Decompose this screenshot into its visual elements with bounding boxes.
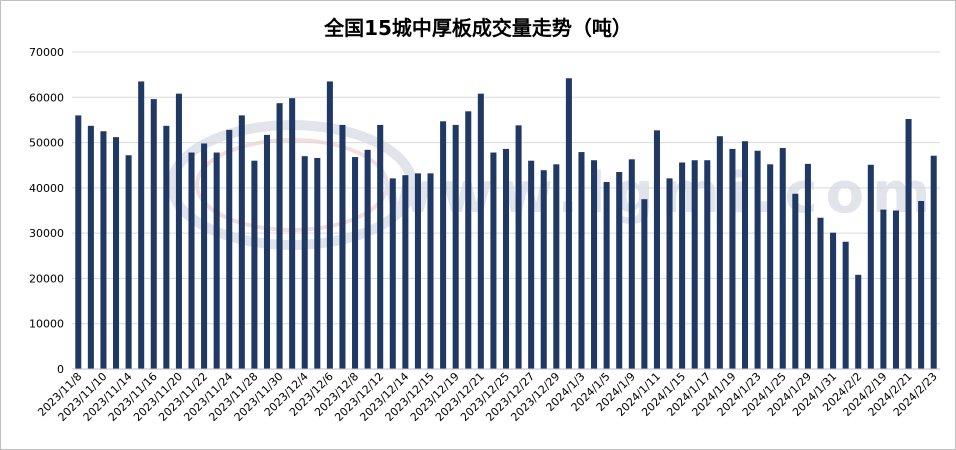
bar: [452, 124, 459, 369]
bar: [352, 157, 359, 369]
bar: [565, 78, 572, 369]
bar: [251, 160, 258, 369]
watermark-text: www.lgmi.com: [381, 161, 938, 226]
bar: [201, 143, 208, 369]
bar: [301, 156, 308, 369]
bar: [653, 130, 660, 369]
bar: [238, 115, 245, 370]
bar: [792, 193, 799, 369]
bar: [867, 164, 874, 369]
bar: [440, 121, 447, 369]
bar: [100, 131, 107, 369]
bar: [641, 199, 648, 369]
bar: [930, 155, 937, 369]
y-tick-label: 20000: [29, 272, 64, 285]
bar: [679, 162, 686, 369]
bar: [113, 137, 120, 369]
bar: [364, 149, 371, 369]
bar: [150, 99, 157, 370]
bar: [427, 173, 434, 369]
bar: [666, 178, 673, 369]
bar: [578, 152, 585, 369]
y-tick-label: 40000: [29, 182, 64, 195]
bar: [502, 148, 510, 369]
bar: [163, 125, 170, 370]
bar: [540, 170, 547, 369]
bar: [804, 163, 811, 369]
bar: [289, 98, 296, 369]
bar: [892, 210, 899, 369]
bar: [779, 148, 786, 369]
bar: [414, 173, 421, 369]
chart-title: 全国15城中厚板成交量走势（吨）: [324, 16, 632, 40]
y-tick-label: 50000: [29, 137, 64, 150]
bar: [691, 160, 698, 369]
bar: [704, 160, 711, 369]
bar: [716, 136, 723, 369]
bar: [465, 111, 472, 370]
bar: [767, 164, 774, 369]
bar: [326, 81, 333, 369]
y-tick-label: 30000: [29, 227, 64, 240]
bar: [905, 119, 912, 369]
bar: [741, 141, 749, 369]
bar: [918, 200, 925, 369]
bar: [515, 125, 522, 369]
bar: [490, 152, 497, 369]
bar: [880, 209, 887, 369]
bar: [314, 157, 321, 369]
bar: [339, 124, 346, 369]
bar: [377, 124, 384, 369]
bar: [528, 160, 535, 369]
x-axis-ticks: 2023/11/82023/11/102023/11/142023/11/162…: [35, 370, 939, 424]
bar: [603, 181, 610, 369]
bar: [389, 178, 396, 369]
bar: [188, 152, 195, 369]
bar: [830, 232, 837, 369]
bar: [855, 274, 862, 369]
y-tick-label: 60000: [29, 91, 64, 104]
bar: [226, 129, 233, 369]
bar: [754, 150, 761, 369]
bar: [125, 155, 132, 369]
bar: [616, 172, 623, 369]
bar: [591, 160, 598, 369]
y-tick-label: 0: [57, 363, 64, 376]
bar: [276, 103, 283, 370]
bar: [817, 217, 824, 369]
bar: [175, 93, 182, 370]
bar: [628, 159, 635, 369]
bar: [75, 115, 82, 370]
bar: [138, 81, 145, 369]
bar: [213, 152, 220, 369]
bars: [75, 78, 937, 370]
bar: [477, 93, 484, 370]
bar: [402, 175, 409, 369]
y-tick-label: 70000: [29, 46, 64, 59]
bar: [842, 241, 849, 369]
bar: [263, 134, 271, 369]
y-tick-label: 10000: [29, 318, 64, 331]
y-axis-ticks: 0 10000 20000 30000 40000 50000 60000 70000: [29, 46, 64, 376]
bar: [553, 164, 560, 369]
bar: [729, 148, 736, 369]
bar: [87, 125, 94, 370]
